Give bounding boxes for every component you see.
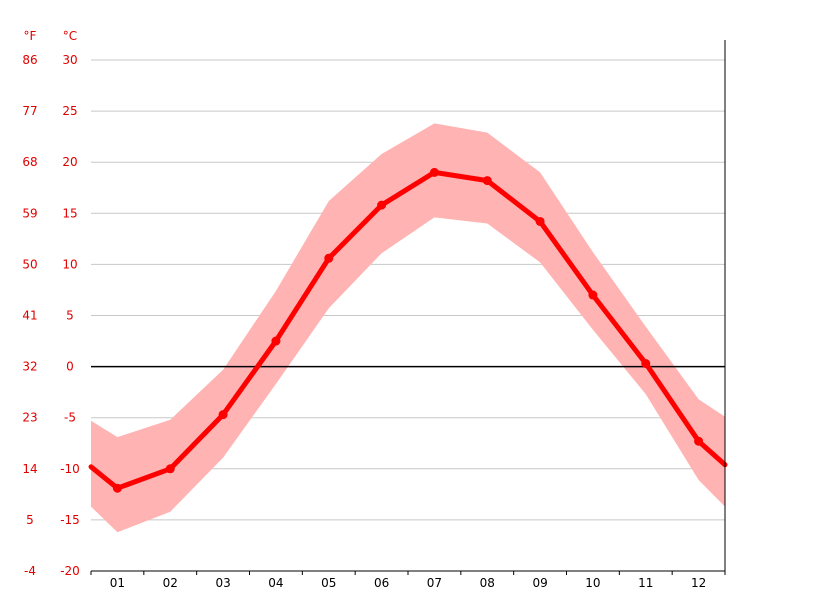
data-point <box>429 167 439 177</box>
label-layer: °F °C 30862577206815591050541032-523-101… <box>22 29 706 590</box>
temperature-range-band <box>91 123 725 533</box>
data-point <box>482 176 492 186</box>
celsius-unit-label: °C <box>63 29 77 43</box>
line-layer <box>88 167 728 493</box>
y-tick-label-fahrenheit: 86 <box>22 53 37 67</box>
x-tick-label: 02 <box>163 576 178 590</box>
axis-layer <box>90 40 726 575</box>
y-tick-label-fahrenheit: -4 <box>24 564 36 578</box>
y-tick-label-fahrenheit: 23 <box>22 411 37 425</box>
y-tick-label-celsius: -15 <box>60 513 80 527</box>
y-tick-label-fahrenheit: 14 <box>22 462 37 476</box>
x-tick-label: 05 <box>321 576 336 590</box>
x-tick-label: 09 <box>532 576 547 590</box>
mean-temperature-line <box>88 169 728 491</box>
y-tick-label-celsius: -20 <box>60 564 80 578</box>
x-tick-label: 01 <box>110 576 125 590</box>
data-point <box>165 464 175 474</box>
data-point <box>112 483 122 493</box>
y-tick-label-fahrenheit: 5 <box>26 513 34 527</box>
y-tick-label-celsius: -5 <box>64 411 76 425</box>
y-tick-label-fahrenheit: 41 <box>22 309 37 323</box>
data-point <box>218 410 228 420</box>
x-tick-label: 07 <box>427 576 442 590</box>
data-point <box>324 253 334 263</box>
y-tick-label-celsius: 20 <box>62 155 77 169</box>
y-tick-label-fahrenheit: 50 <box>22 257 37 271</box>
data-point <box>641 359 651 369</box>
y-tick-label-celsius: -10 <box>60 462 80 476</box>
y-tick-label-celsius: 5 <box>66 309 74 323</box>
x-tick-label: 03 <box>215 576 230 590</box>
band-layer <box>91 123 725 533</box>
y-tick-label-celsius: 0 <box>66 360 74 374</box>
data-point <box>271 336 281 346</box>
fahrenheit-unit-label: °F <box>24 29 37 43</box>
y-tick-label-celsius: 30 <box>62 53 77 67</box>
data-point <box>377 200 387 210</box>
y-tick-label-celsius: 10 <box>62 257 77 271</box>
x-tick-label: 10 <box>585 576 600 590</box>
y-tick-label-fahrenheit: 77 <box>22 104 37 118</box>
y-tick-label-celsius: 25 <box>62 104 77 118</box>
data-point <box>535 216 545 226</box>
data-point <box>588 290 598 300</box>
x-tick-label: 06 <box>374 576 389 590</box>
x-tick-label: 12 <box>691 576 706 590</box>
x-tick-label: 04 <box>268 576 283 590</box>
x-tick-label: 11 <box>638 576 653 590</box>
y-tick-label-fahrenheit: 68 <box>22 155 37 169</box>
y-tick-label-fahrenheit: 59 <box>22 206 37 220</box>
y-tick-label-fahrenheit: 32 <box>22 360 37 374</box>
x-tick-label: 08 <box>480 576 495 590</box>
data-point <box>694 436 704 446</box>
y-tick-label-celsius: 15 <box>62 206 77 220</box>
